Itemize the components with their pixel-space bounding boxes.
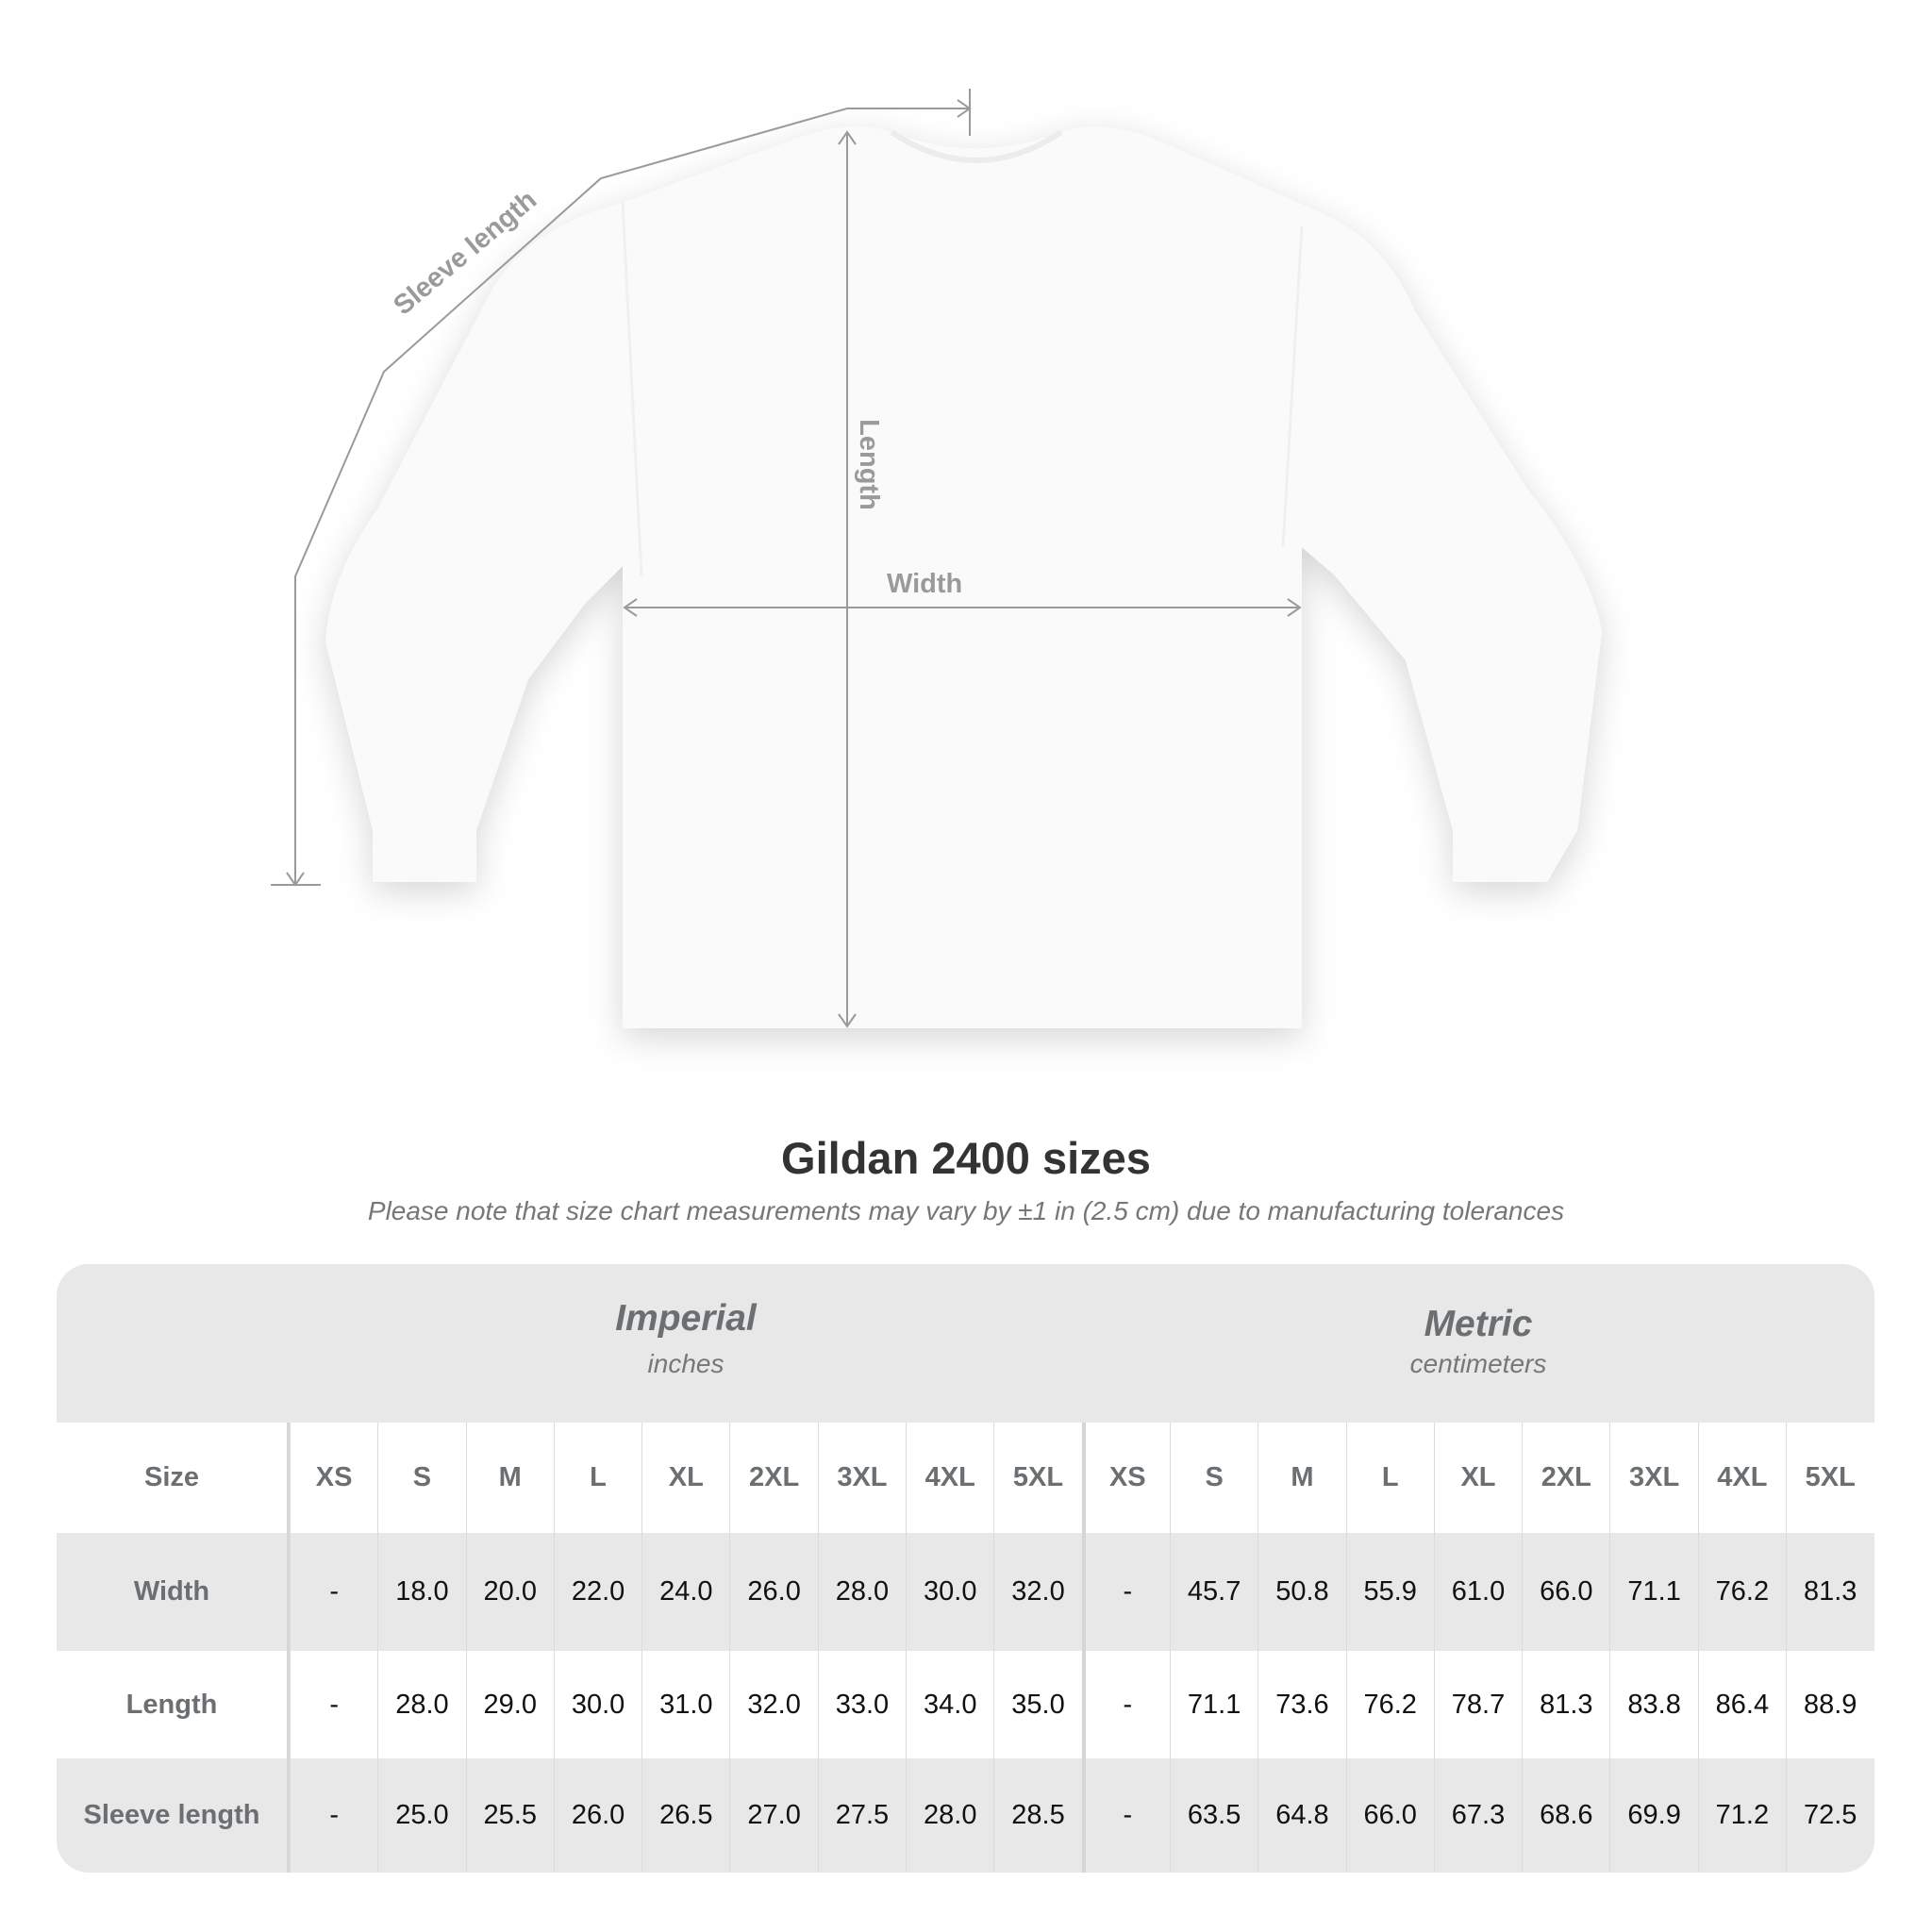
imperial-value: 25.5 [465,1758,554,1873]
metric-value: 63.5 [1169,1758,1257,1873]
metric-value: 67.3 [1433,1758,1522,1873]
size-header-imperial: 3XL [817,1423,906,1533]
imperial-value: 32.0 [993,1533,1081,1651]
imperial-value: - [290,1758,377,1873]
imperial-value: - [290,1651,377,1758]
long-sleeve-shirt [325,126,1602,1028]
metric-value: 88.9 [1786,1651,1874,1758]
size-header-imperial: 2XL [729,1423,817,1533]
size-header-metric: XL [1433,1423,1522,1533]
imperial-title: Imperial [615,1298,757,1339]
imperial-value: 33.0 [817,1651,906,1758]
sleeve-length-line [294,108,970,885]
imperial-value: 20.0 [465,1533,554,1651]
size-header-metric: M [1257,1423,1345,1533]
metric-value: 78.7 [1433,1651,1522,1758]
size-header-metric: 5XL [1786,1423,1874,1533]
row-label: Size [57,1423,290,1533]
table-row: Length -28.0 29.0 30.0 31.0 32.0 33.0 34.0 35.0-… [57,1651,1874,1758]
metric-value: 45.7 [1169,1533,1257,1651]
width-label: Width [887,569,963,599]
imperial-value: 28.0 [377,1651,465,1758]
size-header-metric: 3XL [1609,1423,1697,1533]
imperial-unit: inches [647,1349,724,1378]
imperial-value: 28.0 [817,1533,906,1651]
imperial-value: 22.0 [553,1533,641,1651]
row-label: Length [57,1651,290,1758]
size-header-row: Size XS S M L XL 2XL 3XL 4XL 5XL XS S M L XL 2XL 3XL 4XL 5… [57,1423,1874,1533]
size-header-imperial: 5XL [993,1423,1081,1533]
size-header-metric: 2XL [1522,1423,1609,1533]
imperial-value: 25.0 [377,1758,465,1873]
imperial-value: 26.0 [553,1758,641,1873]
imperial-value: 26.5 [641,1758,729,1873]
imperial-value: 27.0 [729,1758,817,1873]
imperial-value: 30.0 [553,1651,641,1758]
size-header-imperial: L [553,1423,641,1533]
metric-value: 86.4 [1697,1651,1786,1758]
metric-value: 71.2 [1697,1758,1786,1873]
metric-value: 50.8 [1257,1533,1345,1651]
dimension-lines [271,89,1302,1028]
size-header-metric: XS [1081,1423,1170,1533]
metric-value: 76.2 [1697,1533,1786,1651]
metric-value: 66.0 [1345,1758,1434,1873]
size-header-metric: L [1345,1423,1434,1533]
metric-value: 66.0 [1522,1533,1609,1651]
metric-value: 69.9 [1609,1758,1697,1873]
metric-value: 83.8 [1609,1651,1697,1758]
size-header-imperial: M [465,1423,554,1533]
size-header-imperial: 4XL [906,1423,993,1533]
page-title: Gildan 2400 sizes [781,1133,1151,1183]
imperial-header: Imperial inches [290,1264,1082,1423]
size-header-imperial: XS [290,1423,377,1533]
imperial-value: 26.0 [729,1533,817,1651]
metric-value: 61.0 [1433,1533,1522,1651]
metric-value: 81.3 [1786,1533,1874,1651]
imperial-value: 18.0 [377,1533,465,1651]
imperial-value: 34.0 [906,1651,993,1758]
metric-value: 76.2 [1345,1651,1434,1758]
row-label: Width [57,1533,290,1651]
size-table: Imperial inches Metric centimeters Size X… [57,1264,1874,1873]
imperial-value: 32.0 [729,1651,817,1758]
metric-value: 71.1 [1169,1651,1257,1758]
imperial-value: - [290,1533,377,1651]
metric-value: - [1081,1651,1170,1758]
imperial-value: 30.0 [906,1533,993,1651]
table-row: Width -18.0 20.0 22.0 24.0 26.0 28.0 30.0 32.0-4… [57,1533,1874,1651]
row-label: Sleeve length [57,1758,290,1873]
metric-value: 72.5 [1786,1758,1874,1873]
metric-value: - [1081,1533,1170,1651]
size-header-imperial: S [377,1423,465,1533]
metric-value: 64.8 [1257,1758,1345,1873]
metric-value: - [1081,1758,1170,1873]
size-header-imperial: XL [641,1423,729,1533]
size-header-metric: S [1169,1423,1257,1533]
metric-header: Metric centimeters [1082,1264,1874,1423]
shirt-diagram [271,89,1602,1028]
imperial-value: 28.0 [906,1758,993,1873]
metric-value: 68.6 [1522,1758,1609,1873]
metric-unit: centimeters [1409,1349,1547,1378]
metric-value: 71.1 [1609,1533,1697,1651]
metric-value: 73.6 [1257,1651,1345,1758]
imperial-value: 29.0 [465,1651,554,1758]
metric-value: 81.3 [1522,1651,1609,1758]
tolerance-note: Please note that size chart measurements… [367,1196,1565,1225]
imperial-value: 31.0 [641,1651,729,1758]
metric-value: 55.9 [1345,1533,1434,1651]
imperial-value: 28.5 [993,1758,1081,1873]
length-label: Length [853,419,884,510]
imperial-value: 24.0 [641,1533,729,1651]
imperial-value: 35.0 [993,1651,1081,1758]
table-row: Sleeve length -25.0 25.5 26.0 26.5 27.0 27.5 28… [57,1758,1874,1873]
size-header-metric: 4XL [1697,1423,1786,1533]
metric-title: Metric [1424,1304,1533,1344]
imperial-value: 27.5 [817,1758,906,1873]
